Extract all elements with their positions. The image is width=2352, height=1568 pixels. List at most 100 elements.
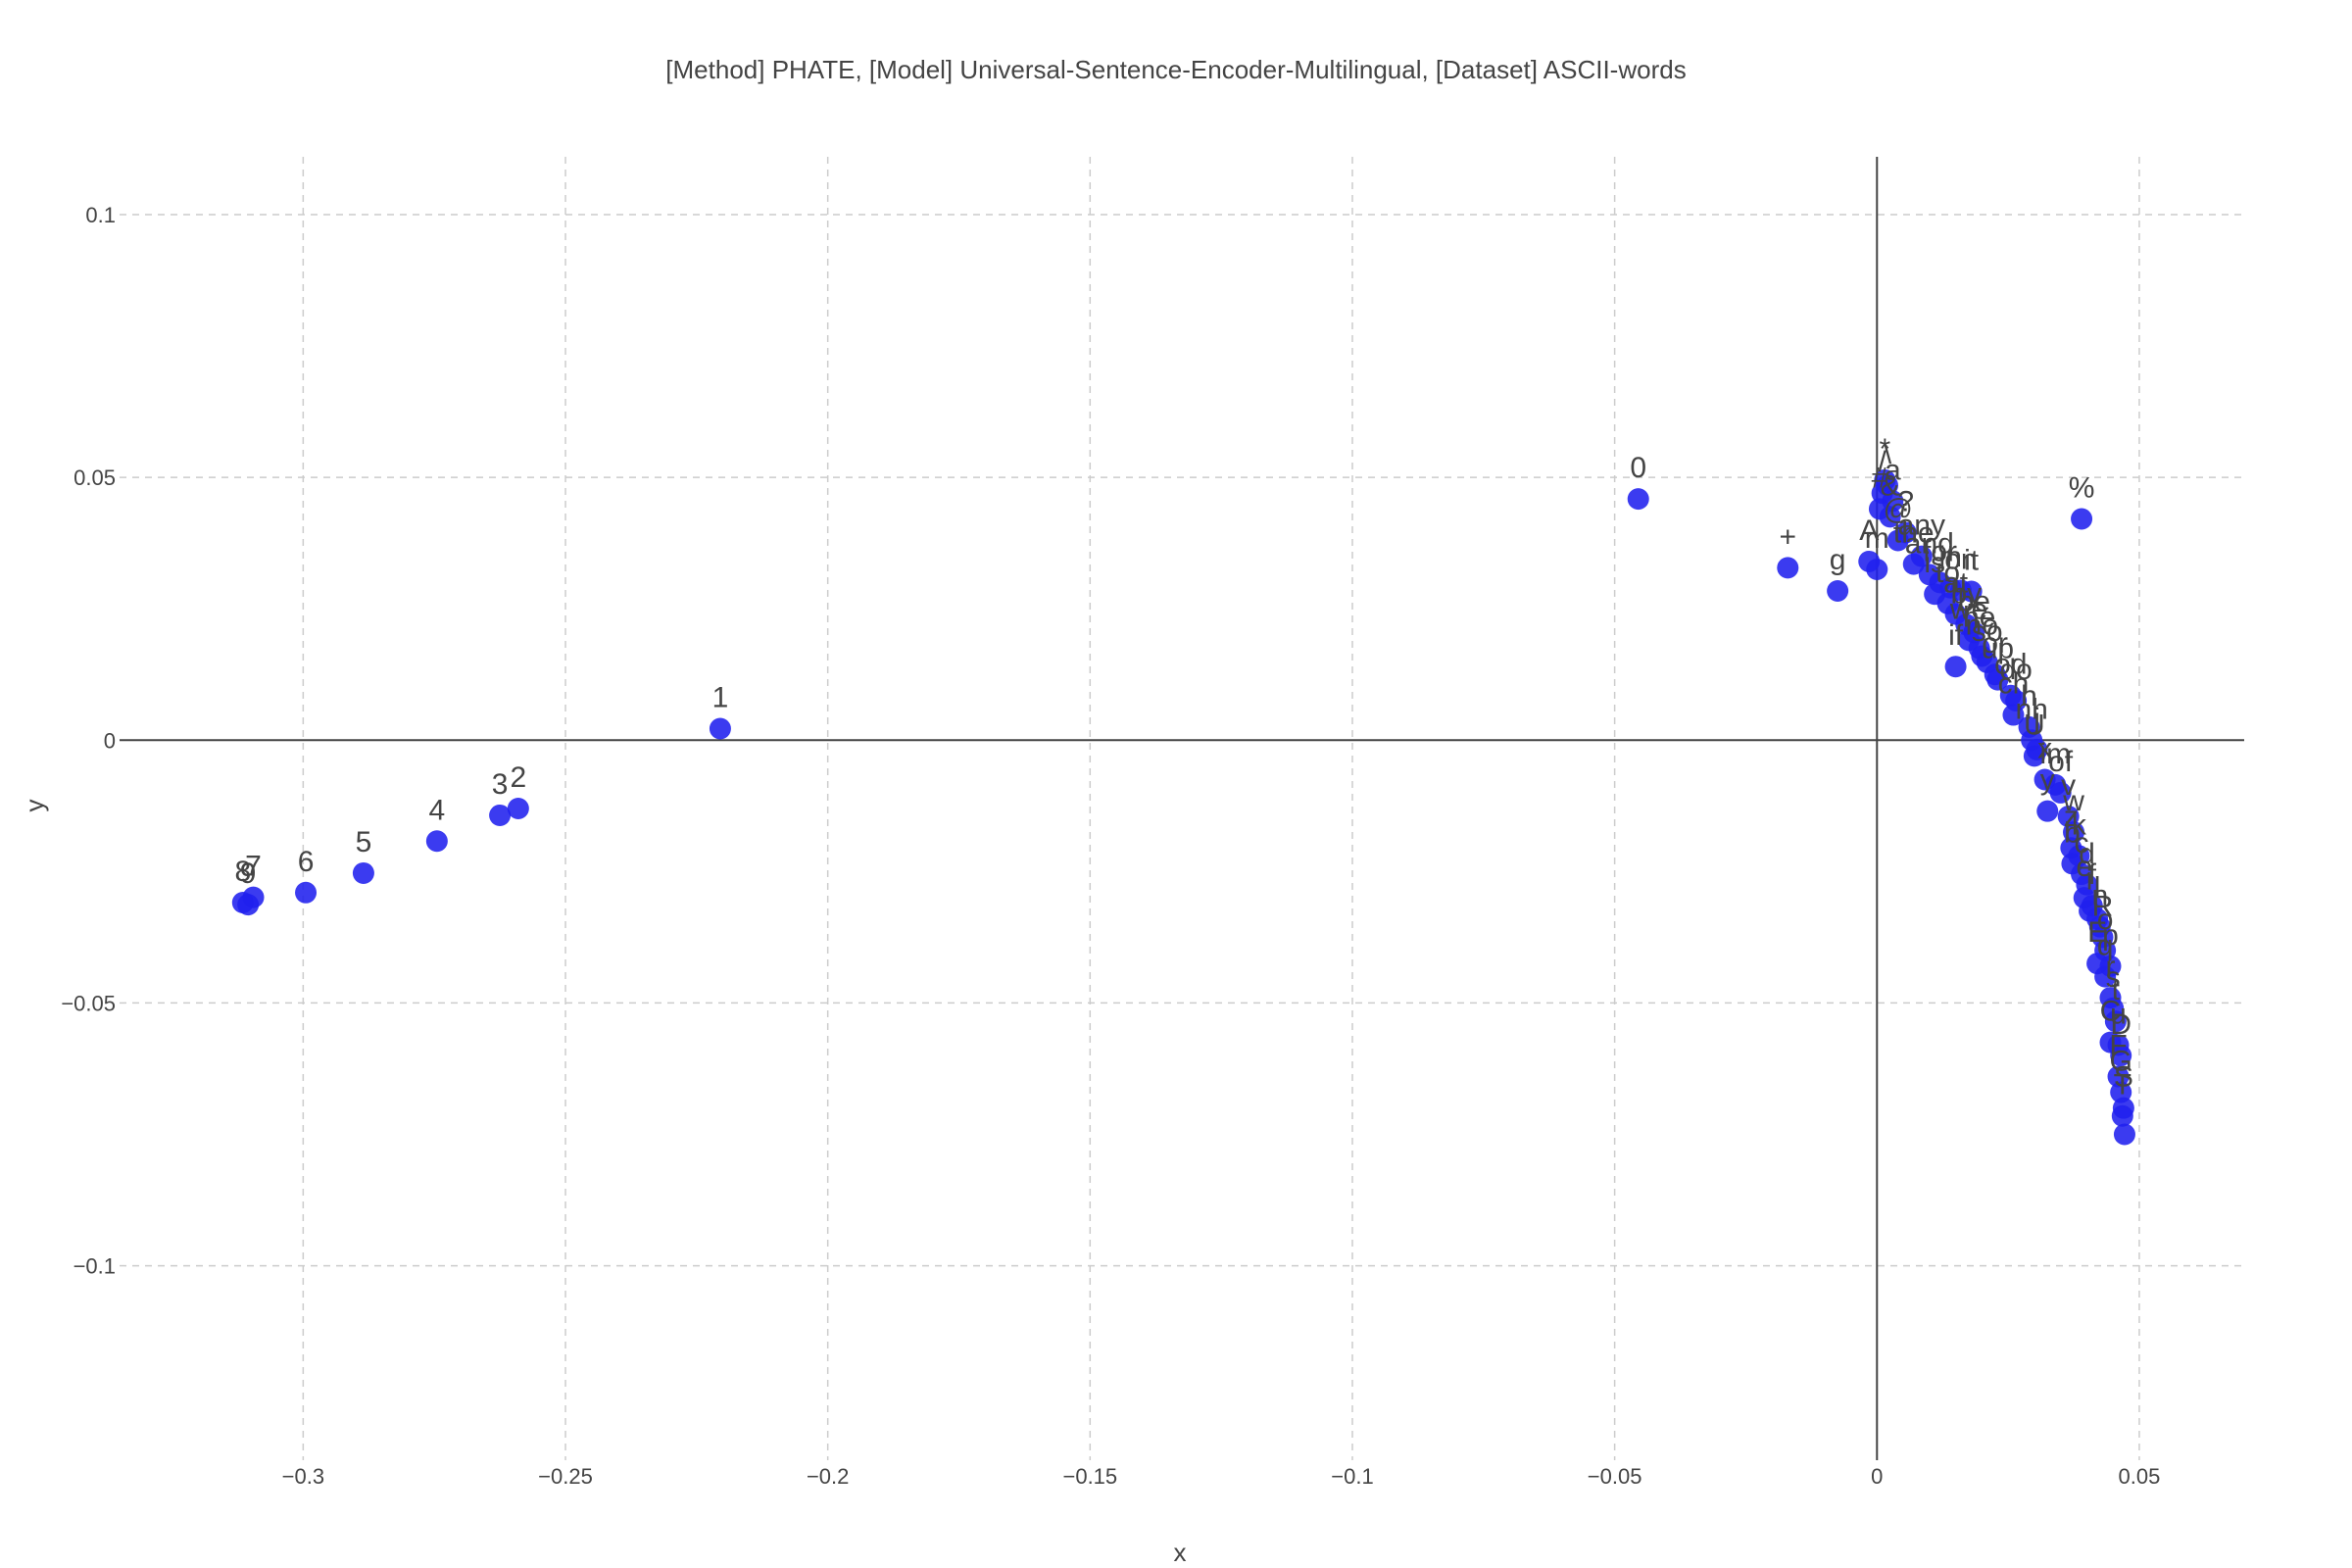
data-points bbox=[231, 468, 2135, 1146]
point-label: 2 bbox=[510, 761, 526, 794]
point-label: T bbox=[2114, 1069, 2132, 1102]
point-label: it bbox=[1964, 545, 1980, 577]
data-point bbox=[1886, 529, 1909, 552]
point-label: at bbox=[1943, 567, 1969, 600]
point-label: E bbox=[2087, 916, 2107, 949]
point-label: U bbox=[2024, 709, 2045, 741]
point-label: x bbox=[2037, 733, 2052, 765]
point-label: k bbox=[2072, 808, 2087, 841]
point-label: be bbox=[1958, 585, 1990, 617]
data-point bbox=[242, 886, 265, 908]
chart-title: [Method] PHATE, [Model] Universal-Senten… bbox=[665, 55, 1686, 84]
data-point bbox=[1944, 656, 1967, 678]
point-label: no bbox=[1966, 609, 1998, 641]
point-label: # bbox=[1872, 462, 1888, 494]
point-label: c bbox=[2075, 827, 2089, 859]
data-point bbox=[2113, 1123, 2135, 1146]
point-label: j bbox=[2033, 703, 2040, 735]
data-point bbox=[352, 861, 374, 884]
data-point bbox=[1827, 579, 1849, 602]
point-label: v bbox=[2061, 769, 2076, 802]
point-label: l bbox=[2094, 872, 2101, 905]
point-label: b bbox=[2064, 816, 2081, 849]
point-label: & bbox=[1881, 469, 1900, 502]
point-label: / bbox=[1878, 446, 1886, 478]
point-label: by bbox=[1950, 577, 1982, 610]
point-label: any bbox=[1898, 510, 1945, 542]
x-axis-title: x bbox=[1174, 1538, 1187, 1567]
x-tick-label: −0.2 bbox=[807, 1464, 849, 1489]
point-label: d bbox=[2079, 838, 2095, 870]
data-point bbox=[1866, 558, 1888, 580]
point-label: 0 bbox=[1630, 452, 1646, 484]
y-tick-label: −0.1 bbox=[74, 1254, 116, 1279]
data-point bbox=[1627, 488, 1649, 511]
point-label: 6 bbox=[298, 846, 315, 878]
point-label: t bbox=[2112, 974, 2121, 1006]
point-label: n bbox=[2091, 880, 2108, 912]
point-label: g bbox=[1830, 544, 1846, 576]
point-label: y bbox=[2040, 764, 2055, 797]
point-label: u bbox=[2110, 998, 2127, 1030]
point-label: in bbox=[1939, 541, 1962, 573]
point-label: of bbox=[2048, 746, 2074, 778]
point-label: i bbox=[2086, 864, 2093, 897]
point-label: D bbox=[2110, 1008, 2132, 1041]
point-label: e bbox=[2076, 851, 2092, 883]
data-point bbox=[2071, 508, 2093, 530]
x-tick-label: −0.05 bbox=[1588, 1464, 1642, 1489]
data-point bbox=[2094, 965, 2117, 988]
data-point bbox=[2023, 745, 2045, 767]
point-label: 4 bbox=[429, 794, 446, 826]
point-label: for bbox=[1923, 535, 1957, 567]
point-label: * bbox=[1879, 433, 1890, 466]
x-tick-label: −0.15 bbox=[1062, 1464, 1117, 1489]
point-label: F bbox=[2109, 1030, 2127, 1062]
zero-lines bbox=[120, 157, 2244, 1460]
x-tick-label: −0.25 bbox=[538, 1464, 593, 1489]
data-point bbox=[709, 717, 731, 740]
x-tick-label: 0.05 bbox=[2119, 1464, 2161, 1489]
data-point bbox=[1986, 668, 2009, 691]
point-label: G bbox=[2110, 1046, 2132, 1078]
point-label: 8 bbox=[234, 856, 251, 888]
point-label: m bbox=[1865, 522, 1889, 555]
point-label: or bbox=[1982, 627, 2008, 660]
point-label: od bbox=[1994, 649, 2027, 681]
point-label: @ bbox=[1883, 493, 1912, 525]
data-point bbox=[2002, 704, 2025, 726]
x-tick-label: −0.1 bbox=[1331, 1464, 1373, 1489]
point-label: nh bbox=[2016, 693, 2048, 725]
point-label: f bbox=[2088, 858, 2097, 891]
point-label: ch bbox=[1998, 668, 2030, 701]
grid bbox=[120, 157, 2244, 1460]
point-label: + bbox=[1780, 520, 1797, 553]
data-point bbox=[2036, 800, 2059, 822]
y-tick-label: 0.05 bbox=[74, 466, 116, 490]
point-label: A bbox=[1859, 514, 1879, 547]
point-label: on bbox=[1944, 543, 1977, 575]
point-label: S bbox=[2114, 1061, 2133, 1094]
point-label: z bbox=[2064, 801, 2079, 833]
data-point bbox=[2049, 781, 2072, 804]
data-point bbox=[295, 881, 318, 904]
data-point bbox=[2110, 1045, 2132, 1067]
point-label: 3 bbox=[492, 768, 509, 801]
point-label: 1 bbox=[712, 681, 729, 713]
point-label: so bbox=[1972, 615, 2003, 648]
point-label: 9 bbox=[240, 858, 257, 890]
point-label: 7 bbox=[245, 851, 262, 883]
y-tick-label: 0 bbox=[104, 728, 116, 753]
tick-labels: −0.3 −0.25 −0.2 −0.15 −0.1 −0.05 0 0.050.10.050… bbox=[61, 203, 2160, 1489]
data-point bbox=[425, 830, 448, 853]
data-point bbox=[2111, 1104, 2133, 1127]
point-label: and bbox=[1905, 527, 1954, 560]
point-label: the bbox=[1893, 517, 1935, 550]
y-tick-label: −0.05 bbox=[61, 991, 116, 1015]
point-label: up bbox=[1982, 633, 2014, 665]
point-label: he bbox=[1963, 601, 1995, 633]
point-label: q bbox=[2097, 930, 2114, 962]
data-point bbox=[1879, 506, 1901, 528]
